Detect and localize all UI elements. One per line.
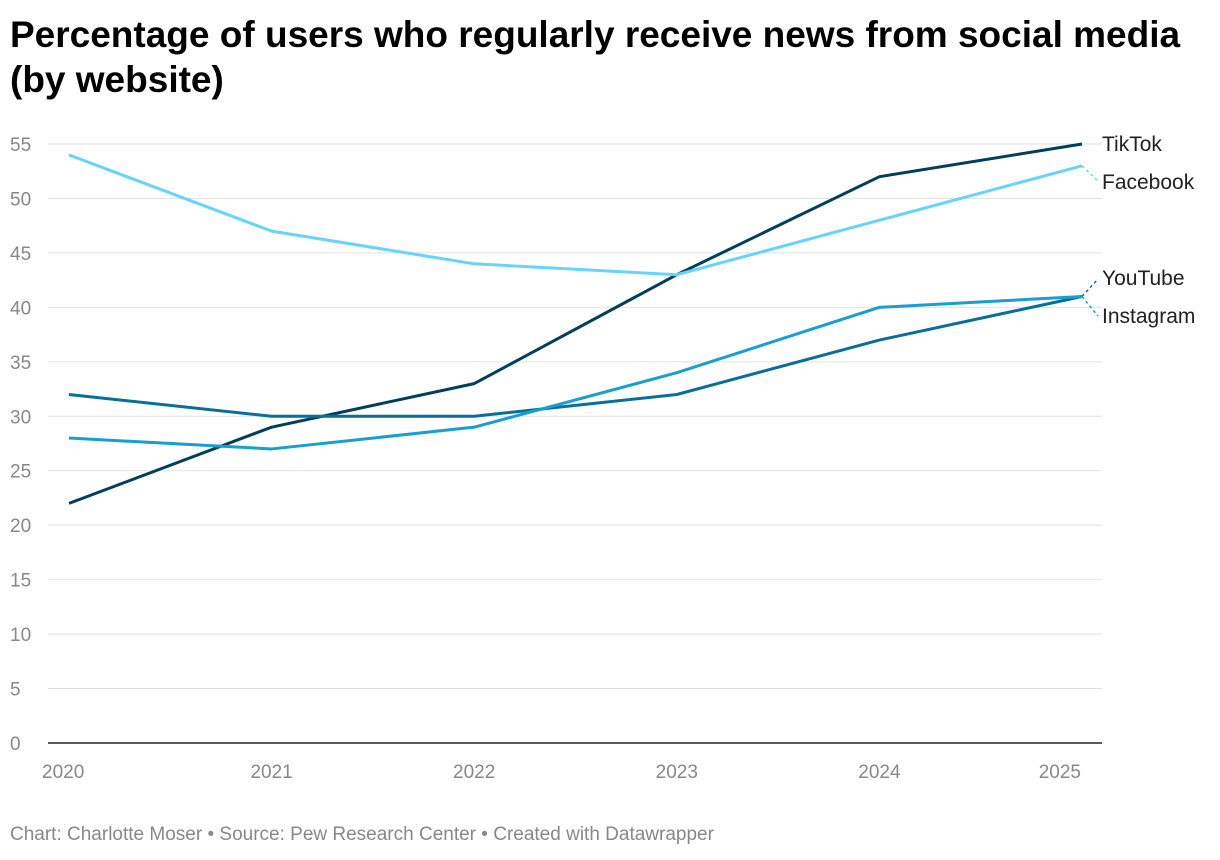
- y-tick-label: 0: [10, 734, 21, 755]
- label-connector: [1081, 278, 1099, 297]
- x-tick-label: 2025: [1039, 762, 1081, 783]
- x-tick-label: 2020: [42, 762, 84, 783]
- x-tick-label: 2022: [453, 762, 495, 783]
- series-label: Instagram: [1102, 305, 1195, 328]
- y-tick-label: 10: [10, 625, 31, 646]
- series-line-youtube: [68, 295, 1083, 418]
- y-tick-label: 25: [10, 462, 31, 483]
- chart-title: Percentage of users who regularly receiv…: [10, 14, 1181, 100]
- y-tick-label: 30: [10, 407, 31, 428]
- y-tick-label: 40: [10, 298, 31, 319]
- y-tick-label: 20: [10, 516, 31, 537]
- label-connector: [1081, 295, 1099, 317]
- series-line-instagram: [68, 294, 1083, 451]
- series-label: TikTok: [1102, 133, 1162, 156]
- label-connector: [1081, 165, 1099, 182]
- y-tick-label: 5: [10, 680, 21, 701]
- chart-footer: Chart: Charlotte Moser • Source: Pew Res…: [10, 824, 714, 845]
- series-line-facebook: [68, 153, 1083, 277]
- y-tick-label: 35: [10, 353, 31, 374]
- y-tick-label: 15: [10, 571, 31, 592]
- y-tick-label: 50: [10, 189, 31, 210]
- x-tick-label: 2024: [858, 762, 901, 783]
- series-label: Facebook: [1102, 171, 1195, 194]
- series-label: YouTube: [1102, 267, 1185, 290]
- x-tick-label: 2023: [656, 762, 698, 783]
- y-tick-label: 55: [10, 135, 31, 156]
- series-line-tiktok: [68, 142, 1083, 505]
- x-tick-label: 2021: [250, 762, 292, 783]
- y-tick-label: 45: [10, 244, 31, 265]
